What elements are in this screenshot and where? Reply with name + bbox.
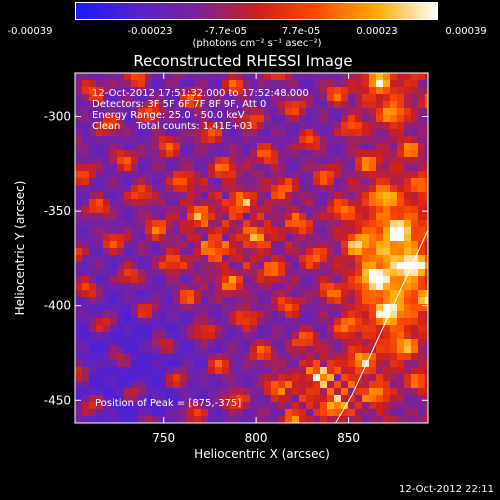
detectors-annotation: Detectors: 3F 5F 6F 7F 8F 9F, Att 0 <box>92 99 267 110</box>
colorbar-units: (photons cm⁻² s⁻¹ asec⁻²) <box>192 38 322 49</box>
energy-annotation: Energy Range: 25.0 - 50.0 keV <box>92 110 245 121</box>
peak-annotation: Position of Peak = [875,-375] <box>95 398 242 409</box>
x-axis-label: Heliocentric X (arcsec) <box>194 447 330 461</box>
image-pixels <box>75 73 428 423</box>
colorbar-tick: 0.00039 <box>445 26 487 37</box>
chart-title: Reconstructed RHESSI Image <box>133 52 353 70</box>
colorbar-tick: -0.00023 <box>127 26 173 37</box>
colorbar-tick: -7.7e-05 <box>205 26 247 37</box>
y-tick-label: -450 <box>44 393 71 407</box>
colorbar <box>75 2 438 20</box>
method-annotation: Clean Total counts: 1.41E+03 <box>92 121 253 132</box>
x-tick-label: 750 <box>152 431 175 445</box>
y-tick-label: -300 <box>44 110 71 124</box>
y-tick-label: -350 <box>44 204 71 218</box>
colorbar-tick: 7.7e-05 <box>281 26 321 37</box>
y-axis-label: Heliocentric Y (arcsec) <box>13 180 27 316</box>
limb-line <box>335 229 428 423</box>
colorbar-tick: 0.00023 <box>356 26 398 37</box>
y-tick-label: -400 <box>44 299 71 313</box>
colorbar-tick: -0.00039 <box>7 26 53 37</box>
time-range-annotation: 12-Oct-2012 17:51:32.000 to 17:52:48.000 <box>92 88 309 99</box>
x-tick-label: 800 <box>245 431 268 445</box>
footer-timestamp: 12-Oct-2012 22:11 <box>399 484 494 495</box>
plot-frame <box>74 72 429 424</box>
x-tick-label: 850 <box>337 431 360 445</box>
